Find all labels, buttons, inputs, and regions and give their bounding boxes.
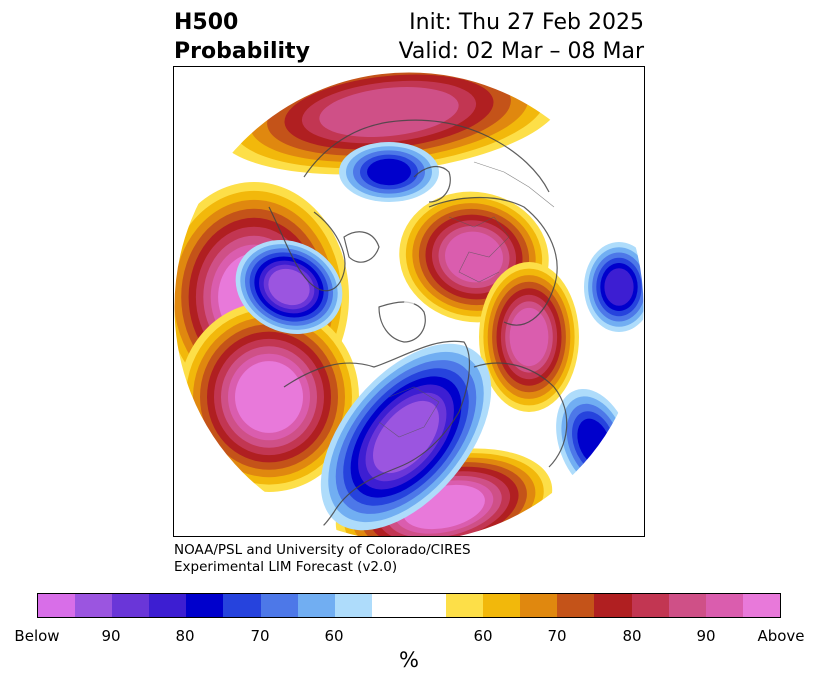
political-boundary-europe [448, 216, 510, 283]
colorbar-tick-label: 60 [324, 627, 344, 645]
title-field: H500 [174, 10, 239, 35]
credit: NOAA/PSL and University of Colorado/CIRE… [174, 542, 471, 576]
probability-contour [445, 231, 503, 283]
colorbar-tick-label: 70 [547, 627, 567, 645]
title-variable: Probability [174, 39, 310, 64]
political-boundary-north-america [378, 386, 440, 438]
below-greenland [339, 142, 439, 202]
colorbar [37, 593, 781, 618]
colorbar-segment [631, 594, 669, 617]
colorbar-tick-label: 60 [473, 627, 493, 645]
colorbar-tick-label: Below [14, 627, 60, 645]
colorbar-tick-label: 70 [250, 627, 270, 645]
colorbar-tick-label: 90 [101, 627, 121, 645]
init-date: Init: Thu 27 Feb 2025 [409, 10, 644, 35]
probability-contour [235, 361, 303, 433]
north-pole-marker [404, 298, 414, 308]
above-pacific-east [179, 302, 359, 492]
colorbar-segment [483, 594, 521, 617]
coastline-scandinavia [413, 165, 451, 203]
colorbar-unit: % [399, 648, 419, 672]
colorbar-segment [223, 594, 261, 617]
above-russia-east [479, 262, 579, 412]
colorbar-segment [742, 594, 780, 617]
colorbar-segment [38, 594, 76, 617]
colorbar-segment [334, 594, 372, 617]
colorbar-segment [668, 594, 706, 617]
colorbar-tick-label: Above [757, 627, 805, 645]
probability-contour [367, 158, 411, 186]
probability-contour [604, 268, 634, 306]
colorbar-tick-label: 80 [175, 627, 195, 645]
credit-line-2: Experimental LIM Forecast (v2.0) [174, 559, 398, 575]
colorbar-segment [186, 594, 224, 617]
colorbar-segment [260, 594, 298, 617]
probability-contour [319, 87, 459, 137]
colorbar-segment [557, 594, 595, 617]
colorbar-tick-label: 90 [696, 627, 716, 645]
coastline-greenland [378, 301, 426, 343]
below-subtropical-atlantic [556, 388, 632, 496]
credit-line-1: NOAA/PSL and University of Colorado/CIRE… [174, 542, 471, 558]
map-svg [174, 71, 644, 536]
title-left: H500 Probability [174, 8, 310, 66]
coastline-eurasia-arctic [303, 119, 550, 193]
probability-contour [268, 268, 310, 306]
colorbar-segment [594, 594, 632, 617]
colorbar-segment [75, 594, 113, 617]
colorbar-tick-label: 80 [622, 627, 642, 645]
coastline-africa-north [473, 362, 568, 468]
probability-contour [373, 400, 439, 474]
coastline-europe [428, 196, 558, 326]
colorbar-segment [149, 594, 187, 617]
coastline-asia-east [268, 206, 346, 292]
valid-range: Valid: 02 Mar – 08 Mar [398, 39, 644, 64]
probability-contour [509, 307, 549, 367]
coastline-north-america [283, 340, 470, 536]
colorbar-segment [112, 594, 150, 617]
colorbar-segment [520, 594, 558, 617]
colorbar-segment [446, 594, 484, 617]
title-right: Init: Thu 27 Feb 2025 Valid: 02 Mar – 08… [399, 8, 644, 66]
colorbar-segment [297, 594, 335, 617]
colorbar-segment [371, 594, 409, 617]
colorbar-segment [408, 594, 447, 617]
political-boundary-russia [473, 161, 555, 208]
coastline-arctic-islands [343, 231, 380, 263]
below-east-asia [235, 240, 343, 334]
below-central-asia [584, 242, 644, 332]
probability-map [173, 66, 645, 537]
colorbar-segment [705, 594, 743, 617]
